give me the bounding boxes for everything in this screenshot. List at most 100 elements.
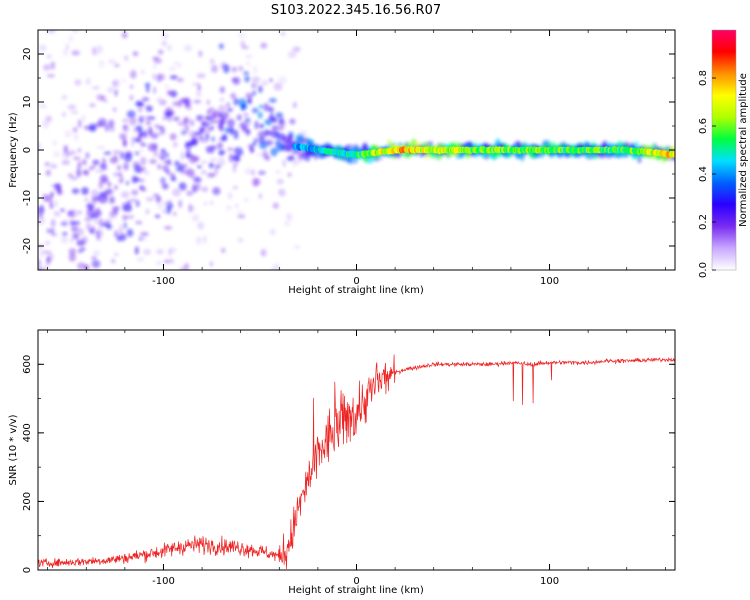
heatmap-cell (196, 73, 206, 79)
heatmap-cell (313, 152, 318, 157)
heatmap-cell (53, 294, 56, 301)
heatmap-cell (50, 61, 56, 70)
heatmap-cell (88, 123, 97, 132)
heatmap-cell (155, 195, 162, 204)
heatmap-cell (53, 151, 60, 158)
snr-line (38, 354, 675, 570)
heatmap-cell (266, 130, 274, 136)
heatmap-cell (136, 101, 144, 105)
heatmap-cell (145, 197, 155, 202)
heatmap-cell (168, 67, 177, 71)
heatmap-cell (90, 189, 99, 198)
heatmap-cell (362, 142, 368, 151)
heatmap-cell (168, 248, 172, 257)
heatmap-cell (161, 41, 167, 46)
heatmap-cell (71, 110, 79, 115)
heatmap-cell (50, 307, 54, 312)
heatmap-cell (289, 155, 294, 160)
heatmap-cell (122, 124, 127, 131)
colorbar-label: Normalized spectral amplitude (738, 73, 749, 227)
heatmap-cell (81, 187, 89, 195)
heatmap-cell (91, 86, 100, 90)
heatmap-cell (263, 103, 270, 112)
heatmap-cell (122, 78, 126, 83)
heatmap-cell (135, 151, 140, 156)
heatmap-cell (243, 112, 249, 118)
heatmap-cell (104, 124, 109, 132)
heatmap-cell (217, 142, 223, 150)
heatmap-cell (189, 205, 195, 212)
heatmap-cell (285, 143, 291, 151)
figure-title: S103.2022.345.16.56.R07 (271, 3, 441, 18)
heatmap-cell (237, 214, 246, 219)
y-tick-label: 200 (22, 492, 33, 511)
heatmap-cell (71, 50, 81, 56)
heatmap-cell (237, 210, 245, 215)
heatmap-cell (108, 59, 117, 65)
heatmap-cell (120, 191, 130, 199)
heatmap-cell (50, 191, 54, 198)
heatmap-cell (257, 111, 263, 119)
heatmap-cell (208, 162, 215, 169)
heatmap-cell (82, 169, 89, 175)
heatmap-cell (203, 201, 208, 206)
heatmap-cell (157, 164, 162, 170)
heatmap-cell (273, 82, 283, 91)
heatmap-cell (134, 246, 139, 255)
y-tick-label: 0 (22, 567, 33, 573)
heatmap-cell (220, 247, 226, 253)
heatmap-cell (50, 218, 56, 228)
heatmap-cell (49, 201, 54, 210)
heatmap-cell (62, 112, 66, 117)
heatmap-cell (123, 139, 127, 148)
heatmap-cell (191, 138, 197, 143)
heatmap-cell (133, 164, 141, 173)
heatmap-cell (196, 236, 201, 245)
heatmap-cell (226, 102, 231, 108)
heatmap-cell (171, 109, 175, 117)
heatmap-cell (186, 190, 194, 196)
heatmap-cell (96, 195, 101, 200)
heatmap-cell (54, 183, 62, 192)
heatmap-cell (44, 264, 49, 270)
heatmap-cell (280, 143, 286, 150)
heatmap-cell (260, 42, 268, 49)
heatmap-cell (178, 182, 187, 191)
heatmap-cell (212, 120, 222, 124)
heatmap-cell (200, 160, 207, 165)
heatmap-cell (166, 44, 172, 51)
heatmap-cell (237, 238, 244, 243)
heatmap-cell (92, 209, 102, 217)
heatmap-cell (64, 130, 73, 138)
heatmap-cell (228, 191, 233, 200)
heatmap-cell (82, 114, 86, 123)
heatmap-cell (297, 149, 304, 154)
heatmap-cell (228, 153, 234, 163)
heatmap-cell (111, 258, 116, 264)
heatmap-cell (144, 129, 148, 139)
heatmap-cell (242, 45, 249, 50)
heatmap-cell (227, 147, 234, 151)
heatmap-cell (219, 111, 223, 119)
heatmap-cell (187, 141, 196, 147)
heatmap-cell (96, 145, 106, 150)
heatmap-cell (153, 57, 162, 64)
heatmap-cell (132, 51, 139, 56)
heatmap-cell (247, 144, 254, 149)
heatmap-cell (156, 97, 164, 104)
heatmap-cell (46, 30, 56, 34)
heatmap-cell (287, 50, 297, 59)
heatmap-cell (63, 145, 69, 154)
heatmap-cell (53, 210, 59, 216)
heatmap-cell (238, 65, 244, 72)
heatmap-cell (161, 176, 165, 185)
heatmap-cell (208, 107, 215, 112)
heatmap-cell (244, 75, 251, 83)
heatmap-cell (168, 258, 174, 264)
heatmap-cell (257, 130, 266, 139)
heatmap-cell (124, 151, 133, 158)
heatmap-cell (162, 165, 169, 172)
heatmap-cell (387, 139, 392, 147)
heatmap-cell (126, 228, 134, 237)
heatmap-cell (56, 292, 59, 298)
